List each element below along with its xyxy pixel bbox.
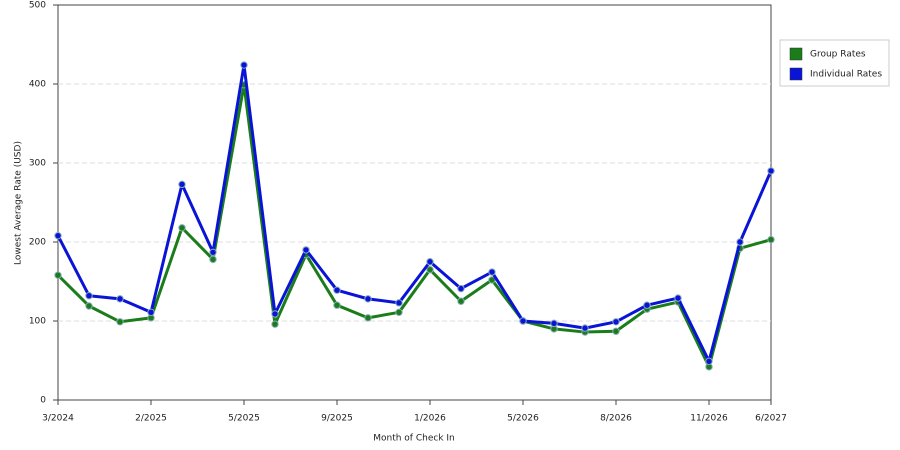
point [488, 276, 496, 284]
y-tick-label: 0 [40, 396, 46, 406]
x-tick-label: 1/2026 [414, 414, 446, 424]
point [581, 324, 589, 332]
point [395, 308, 403, 317]
x-tick-label: 5/2025 [228, 414, 260, 424]
point [116, 318, 124, 326]
point [178, 224, 186, 232]
y-tick-label: 100 [29, 317, 46, 327]
y-tick-label: 400 [29, 80, 46, 90]
y-tick-label: 200 [29, 238, 46, 248]
point [333, 301, 341, 309]
point [767, 167, 775, 175]
point [364, 295, 372, 303]
point [550, 319, 558, 328]
x-tick-label: 5/2026 [507, 414, 539, 424]
point [519, 317, 527, 325]
point [271, 320, 279, 328]
legend-label: Group Rates [810, 50, 866, 60]
point [209, 255, 217, 264]
point [612, 327, 620, 335]
point [209, 248, 217, 256]
point [116, 295, 124, 303]
point [395, 299, 403, 307]
plot-frame [57, 4, 772, 401]
x-tick-label: 3/2024 [42, 414, 74, 424]
point [85, 292, 93, 300]
point [643, 301, 651, 309]
point [54, 231, 62, 240]
point [488, 268, 496, 276]
point [612, 318, 620, 326]
x-tick-label: 9/2025 [321, 414, 353, 424]
point [178, 180, 186, 189]
legend-swatch [789, 47, 803, 61]
x-tick-label: 8/2026 [600, 414, 632, 424]
legend-swatch [789, 67, 803, 81]
y-tick-label: 300 [29, 159, 46, 169]
point [674, 294, 682, 302]
point [457, 284, 465, 293]
point [240, 61, 248, 69]
point [333, 286, 341, 294]
point [736, 238, 744, 246]
series-line [56, 63, 773, 363]
series-line [56, 83, 772, 369]
point [147, 308, 155, 317]
point [705, 357, 713, 365]
x-tick-label: 11/2026 [690, 414, 728, 424]
x-axis-label: Month of Check In [373, 434, 455, 444]
point [426, 265, 434, 274]
point [426, 258, 434, 266]
point [457, 297, 465, 305]
point [54, 271, 62, 279]
point [302, 246, 310, 254]
x-tick-label: 6/2027 [755, 414, 787, 424]
y-tick-label: 500 [29, 1, 46, 11]
x-tick-label: 2/2025 [135, 414, 167, 424]
point [364, 314, 372, 322]
point [767, 235, 775, 244]
point [85, 302, 93, 310]
y-axis-label: Lowest Average Rate (USD) [14, 141, 24, 265]
legend-label: Individual Rates [810, 70, 882, 80]
point [271, 310, 279, 318]
